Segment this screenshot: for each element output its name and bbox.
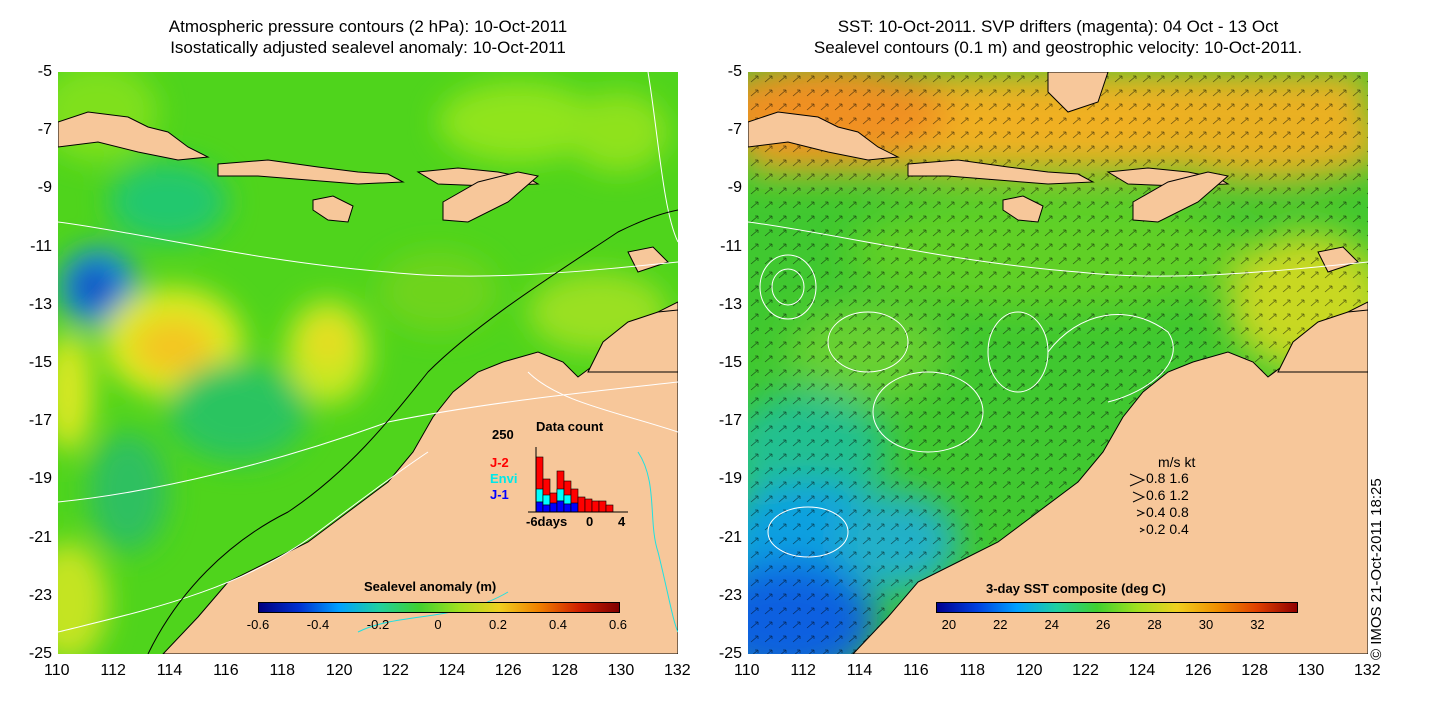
left-colorbar-tick: -0.4 <box>306 617 330 632</box>
left-y-tick-label: -23 <box>28 586 52 604</box>
velocity-legend-arrows <box>1129 473 1146 533</box>
sst-map: m/s kt 0.8 1.6 0.6 1.2 0.4 0.8 0.2 0.4 3… <box>748 72 1368 654</box>
data-count-x-start: -6days <box>526 514 568 529</box>
right-y-tick-label: -21 <box>718 528 742 546</box>
right-x-tick-label: 110 <box>734 662 760 679</box>
left-x-tick-label: 120 <box>325 662 353 679</box>
left-x-tick-label: 112 <box>100 662 126 679</box>
left-y-tick-label: -19 <box>28 470 52 488</box>
left-x-tick-label: 130 <box>607 662 635 679</box>
right-x-tick-label: 116 <box>903 662 929 679</box>
left-x-tick-label: 126 <box>494 662 522 679</box>
sealevel-contours <box>748 221 1368 558</box>
sst-svg <box>748 72 1368 654</box>
right-colorbar <box>936 602 1298 613</box>
left-colorbar-tick: 0 <box>434 617 442 632</box>
data-count-inset: Data count 250 J-2 Envi J-1 <box>478 417 638 537</box>
sealevel-anomaly-svg <box>58 72 678 654</box>
data-count-ymax: 250 <box>492 427 514 442</box>
velocity-legend-row-0: 0.8 1.6 <box>1146 470 1189 486</box>
left-x-tick-label: 132 <box>664 662 691 679</box>
land-masses <box>58 111 678 654</box>
right-y-tick-label: -13 <box>718 295 742 313</box>
right-colorbar-tick: 32 <box>1250 617 1265 632</box>
velocity-legend: m/s kt 0.8 1.6 0.6 1.2 0.4 0.8 0.2 0.4 <box>1128 454 1248 544</box>
left-y-tick-label: -15 <box>28 354 52 371</box>
copyright-text: © IMOS 21-Oct-2011 18:25 <box>1368 478 1385 660</box>
right-y-tick-label: -11 <box>720 237 742 255</box>
velocity-legend-header: m/s kt <box>1158 454 1196 470</box>
right-y-tick-label: -19 <box>718 470 742 488</box>
left-x-tick-label: 128 <box>551 662 578 679</box>
right-x-tick-label: 112 <box>790 662 816 679</box>
right-x-tick-label: 128 <box>1241 662 1268 679</box>
data-count-title: Data count <box>536 419 604 434</box>
left-x-tick-label: 118 <box>269 662 295 679</box>
right-y-tick-label: -7 <box>727 121 742 139</box>
left-colorbar <box>258 602 620 613</box>
left-y-tick-label: -7 <box>37 121 52 139</box>
left-x-tick-label: 114 <box>156 662 183 679</box>
left-map-title: Atmospheric pressure contours (2 hPa): 1… <box>58 16 678 58</box>
left-x-tick-label: 110 <box>44 662 70 679</box>
right-title-line1: SST: 10-Oct-2011. SVP drifters (magenta)… <box>837 17 1279 36</box>
right-y-tick-label: -5 <box>727 63 742 80</box>
right-x-tick-label: 130 <box>1297 662 1325 679</box>
left-x-tick-label: 116 <box>213 662 239 679</box>
left-y-tick-label: -11 <box>30 237 52 255</box>
left-colorbar-tick: 0.6 <box>608 617 628 632</box>
data-count-x-end: 4 <box>618 514 626 529</box>
series-j1-label: J-1 <box>490 487 509 502</box>
left-colorbar-tick: -0.6 <box>246 617 270 632</box>
right-y-tick-label: -9 <box>727 179 742 197</box>
left-y-tick-label: -17 <box>28 412 52 430</box>
left-x-tick-label: 122 <box>382 662 409 679</box>
left-y-tick-label: -13 <box>28 295 52 313</box>
right-colorbar-tick: 24 <box>1044 617 1059 632</box>
right-y-tick-label: -25 <box>718 645 742 662</box>
sst-land-masses <box>748 72 1368 654</box>
right-colorbar-title: 3-day SST composite (deg C) <box>986 581 1166 596</box>
data-count-histogram <box>528 447 628 513</box>
velocity-legend-row-3: 0.2 0.4 <box>1146 521 1189 537</box>
left-y-tick-label: -9 <box>37 179 52 197</box>
right-colorbar-tick: 20 <box>941 617 957 632</box>
coast-contour <box>147 209 678 654</box>
series-envi-label: Envi <box>490 471 518 486</box>
left-colorbar-tick: -0.2 <box>366 617 390 632</box>
right-x-tick-label: 120 <box>1015 662 1043 679</box>
right-title-line2: Sealevel contours (0.1 m) and geostrophi… <box>813 38 1303 57</box>
right-x-tick-label: 132 <box>1354 662 1381 679</box>
series-j2-label: J-2 <box>490 455 509 470</box>
pressure-contours <box>58 72 678 633</box>
right-colorbar-tick: 28 <box>1147 617 1162 632</box>
right-x-tick-label: 118 <box>959 662 985 679</box>
right-map-title: SST: 10-Oct-2011. SVP drifters (magenta)… <box>748 16 1368 58</box>
left-title-line2: Isostatically adjusted sealevel anomaly:… <box>170 38 566 57</box>
anomaly-blobs <box>58 72 668 654</box>
right-x-tick-label: 114 <box>846 662 873 679</box>
right-x-tick-label: 124 <box>1128 662 1156 679</box>
left-y-tick-label: -25 <box>28 645 52 662</box>
right-y-tick-label: -15 <box>718 354 742 371</box>
velocity-legend-row-1: 0.6 1.2 <box>1146 487 1189 503</box>
sealevel-anomaly-map: Data count 250 J-2 Envi J-1 <box>58 72 678 654</box>
right-colorbar-tick: 22 <box>993 617 1008 632</box>
data-count-x-zero: 0 <box>586 514 594 529</box>
left-colorbar-title: Sealevel anomaly (m) <box>364 579 497 594</box>
right-x-tick-label: 126 <box>1184 662 1212 679</box>
right-y-tick-label: -23 <box>718 586 742 604</box>
left-colorbar-tick: 0.2 <box>488 617 508 632</box>
right-colorbar-tick: 26 <box>1095 617 1111 632</box>
left-colorbar-tick: 0.4 <box>548 617 568 632</box>
right-y-tick-label: -17 <box>718 412 742 430</box>
cyan-contours <box>357 451 678 633</box>
left-y-tick-label: -21 <box>28 528 52 546</box>
velocity-legend-row-2: 0.4 0.8 <box>1146 504 1189 520</box>
left-y-tick-label: -5 <box>37 63 52 80</box>
left-x-tick-label: 124 <box>438 662 466 679</box>
right-colorbar-tick: 30 <box>1198 617 1214 632</box>
left-title-line1: Atmospheric pressure contours (2 hPa): 1… <box>168 17 568 36</box>
right-x-tick-label: 122 <box>1072 662 1099 679</box>
